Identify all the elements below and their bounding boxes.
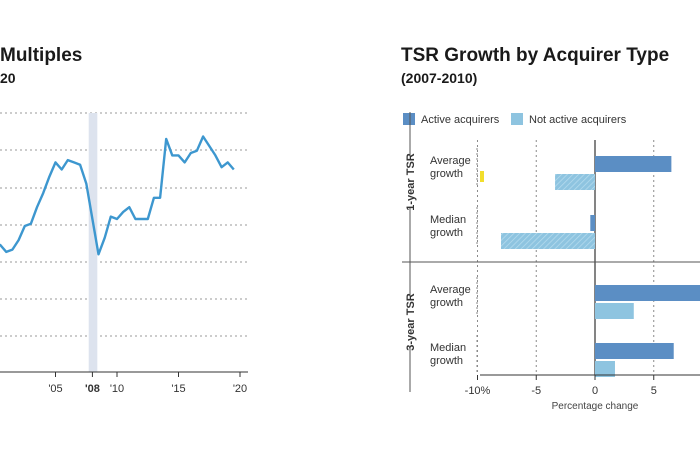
highlight-marker	[480, 171, 484, 182]
category-label: Average growth	[430, 284, 471, 309]
bar-active-3	[595, 343, 674, 359]
legend-label-not-active: Not active acquirers	[529, 114, 627, 126]
left-x-tick-label: '15	[171, 383, 185, 395]
category-label: Median growth	[430, 214, 466, 239]
left-x-tick-label: '10	[110, 383, 124, 395]
right-x-tick-label: 0	[592, 385, 598, 397]
right-chart-subtitle: (2007-2010)	[401, 70, 478, 86]
right-x-tick-label: -10%	[465, 385, 491, 397]
legend-swatch-active	[403, 113, 415, 125]
left-chart-subtitle: 20	[0, 70, 16, 86]
legend-swatch-not-active	[511, 113, 523, 125]
bar-not-active-3	[595, 361, 615, 377]
left-x-tick-label: '20	[233, 383, 247, 395]
bar-active-1	[590, 215, 595, 231]
group-label: 1-year TSR	[405, 153, 417, 211]
recession-shade	[88, 113, 98, 372]
bar-not-active-2	[595, 303, 634, 319]
right-chart-title: TSR Growth by Acquirer Type	[401, 45, 670, 66]
right-x-tick-label: -5	[531, 385, 541, 397]
left-x-tick-label: '08	[85, 383, 100, 395]
multiples-line	[0, 135, 235, 256]
bar-active-0	[595, 156, 672, 172]
bar-active-2	[595, 285, 700, 301]
left-chart-title: Multiples	[0, 45, 83, 66]
left-x-tick-label: '05	[48, 383, 62, 395]
category-label: Median growth	[430, 342, 466, 367]
category-label: Average growth	[430, 155, 471, 180]
group-label: 3-year TSR	[405, 293, 417, 351]
legend-label-active: Active acquirers	[421, 114, 500, 126]
right-x-tick-label: 5	[651, 385, 657, 397]
bar-not-active-0	[555, 174, 595, 190]
right-x-axis-label: Percentage change	[552, 401, 639, 412]
bar-not-active-1	[501, 233, 595, 249]
